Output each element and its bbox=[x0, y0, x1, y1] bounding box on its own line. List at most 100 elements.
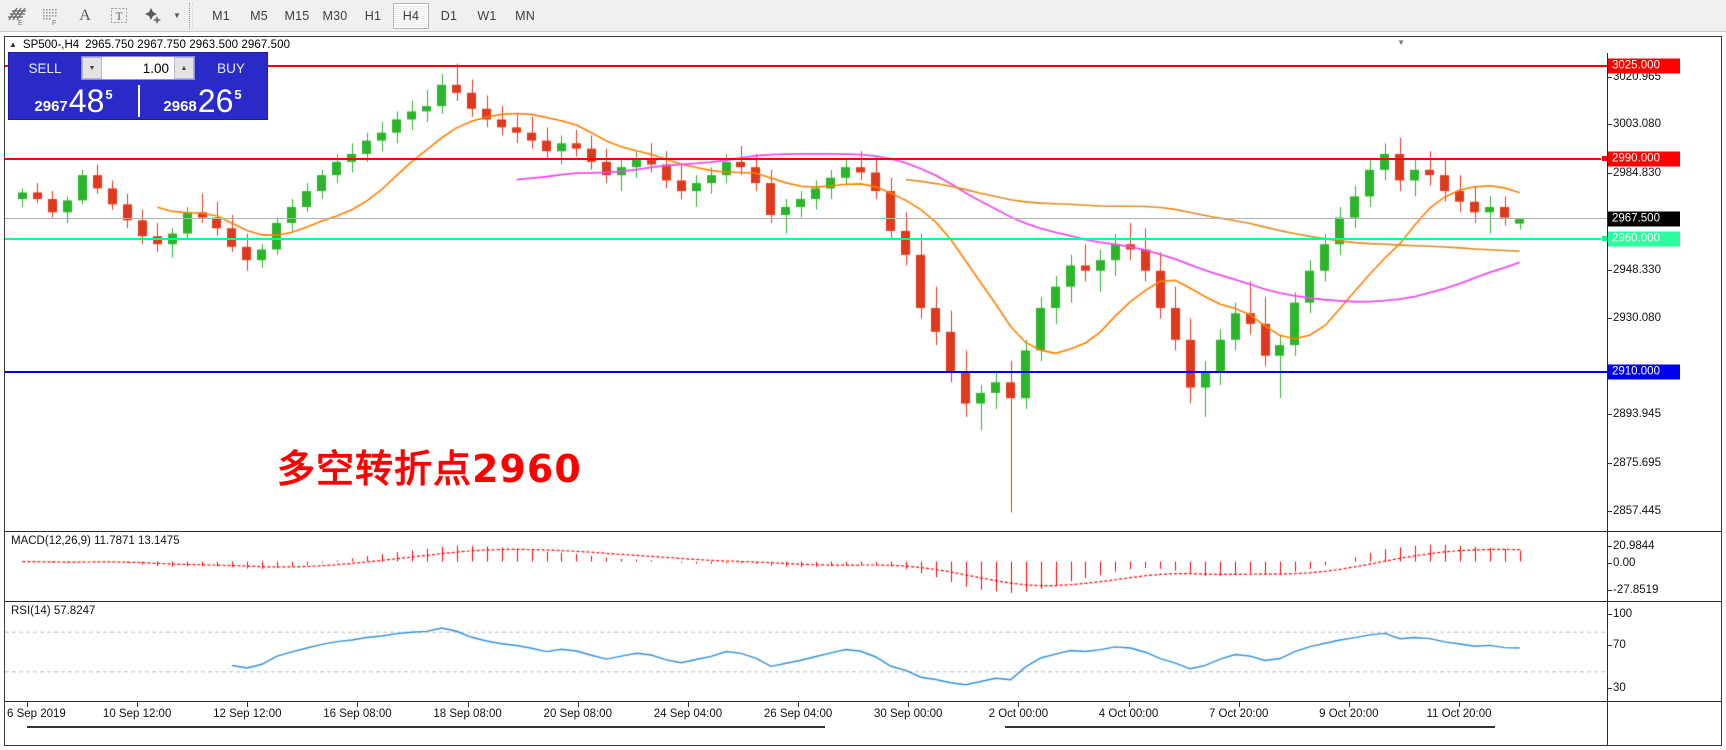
volume-increase-icon[interactable]: ▲ bbox=[174, 57, 194, 79]
macd-tick: 20.9844 bbox=[1608, 540, 1655, 552]
objects-dropdown-caret-icon[interactable]: ▼ bbox=[173, 11, 181, 20]
rsi-plot-area[interactable]: RSI(14) 57.8247 bbox=[5, 602, 1607, 701]
macd-label: MACD(12,26,9) 11.7871 13.1475 bbox=[11, 535, 180, 547]
time-tick-label: 2 Oct 00:00 bbox=[988, 708, 1049, 720]
rsi-label: RSI(14) 57.8247 bbox=[11, 605, 96, 617]
timeframe-m1[interactable]: M1 bbox=[212, 8, 230, 23]
level-line-2990[interactable] bbox=[5, 155, 1607, 163]
macd-plot-area[interactable]: MACD(12,26,9) 11.7871 13.1475 bbox=[5, 532, 1607, 601]
time-tick-label: 6 Sep 2019 bbox=[7, 708, 66, 720]
price-label-2990[interactable]: 2990.000 bbox=[1608, 151, 1680, 167]
time-tick-mark bbox=[1128, 702, 1130, 707]
chart-annotation-text[interactable]: 多空转折点2960 bbox=[277, 447, 582, 491]
objects-sparkle-icon[interactable] bbox=[136, 1, 170, 31]
macd-tick: -27.8519 bbox=[1607, 584, 1659, 596]
timeframe-h4[interactable]: H4 bbox=[393, 2, 429, 29]
macd-canvas bbox=[5, 532, 1607, 601]
svg-text:F: F bbox=[52, 20, 56, 26]
volume-decrease-icon[interactable]: ▼ bbox=[82, 57, 102, 79]
time-tick-mark bbox=[1238, 702, 1240, 707]
time-tick-label: 12 Sep 12:00 bbox=[213, 708, 282, 720]
rsi-canvas bbox=[5, 602, 1607, 701]
timeframe-mn[interactable]: MN bbox=[515, 8, 535, 23]
price-axis[interactable]: 3020.965 3003.080 2984.830 2948.330 2930… bbox=[1607, 53, 1721, 531]
time-axis-corner bbox=[1607, 702, 1721, 745]
time-tick-label: 16 Sep 08:00 bbox=[323, 708, 392, 720]
last-price-line bbox=[5, 217, 1607, 219]
time-tick-mark bbox=[1348, 702, 1350, 707]
volume-input[interactable]: 1.00 bbox=[142, 60, 169, 76]
price-tick: 2930.080 bbox=[1608, 312, 1661, 325]
price-label-3025[interactable]: 3025.000 bbox=[1608, 58, 1680, 74]
price-tick: 3020.965 bbox=[1608, 70, 1661, 83]
time-tick-label: 9 Oct 20:00 bbox=[1319, 708, 1379, 720]
time-tick-mark bbox=[467, 702, 469, 707]
level-line-2910[interactable] bbox=[5, 370, 1607, 373]
level-handle-2960[interactable] bbox=[1601, 234, 1607, 242]
timeframe-h1[interactable]: H1 bbox=[364, 8, 382, 23]
level-handle-2990[interactable] bbox=[1601, 155, 1607, 163]
sell-label[interactable]: SELL bbox=[28, 60, 62, 76]
chart-window: ▲ SP500-,H4 2965.750 2967.750 2963.500 2… bbox=[4, 36, 1722, 746]
chart-template-f-icon[interactable]: F bbox=[34, 1, 68, 31]
toolbar-separator bbox=[189, 2, 193, 29]
candlestick-canvas bbox=[5, 53, 1607, 531]
timeframe-w1[interactable]: W1 bbox=[477, 8, 497, 23]
chart-indicator-e-icon[interactable]: E bbox=[0, 1, 34, 31]
time-tick-mark bbox=[1018, 702, 1020, 707]
time-tick-mark bbox=[357, 702, 359, 707]
macd-tick: 0.00 bbox=[1607, 557, 1636, 569]
time-tick-label: 7 Oct 20:00 bbox=[1208, 708, 1269, 720]
time-tick-label: 11 Oct 20:00 bbox=[1426, 708, 1492, 720]
buy-button[interactable]: 2968 26 5 bbox=[138, 83, 267, 119]
chart-expand-icon[interactable]: ▲ bbox=[9, 40, 17, 49]
time-tick-mark bbox=[577, 702, 579, 707]
time-axis-underline bbox=[1005, 726, 1495, 728]
level-line-3025[interactable] bbox=[5, 65, 1607, 68]
timeframe-d1[interactable]: D1 bbox=[440, 8, 458, 23]
price-pane: 多空转折点2960 3020.965 3003.080 2984.830 294… bbox=[5, 53, 1721, 531]
time-tick-label: 26 Sep 04:00 bbox=[763, 708, 833, 720]
symbol-ohlc: 2965.750 2967.750 2963.500 2967.500 bbox=[85, 39, 291, 51]
sell-fraction: 5 bbox=[105, 87, 113, 102]
pane-collapse-icon[interactable]: ▼ bbox=[1397, 38, 1405, 47]
time-tick-mark bbox=[798, 702, 800, 707]
price-tick: 3003.080 bbox=[1608, 118, 1661, 131]
macd-axis: 20.9844 0.00 -27.8519 bbox=[1607, 532, 1721, 601]
time-tick-mark bbox=[27, 702, 28, 707]
price-label-2910[interactable]: 2910.000 bbox=[1608, 364, 1680, 380]
timeframe-m15[interactable]: M15 bbox=[284, 8, 310, 23]
macd-value-signal: 13.1475 bbox=[138, 535, 180, 547]
price-tick: 2875.695 bbox=[1608, 456, 1661, 469]
level-line-2960[interactable] bbox=[5, 234, 1607, 242]
buy-big-figure: 2968 bbox=[163, 98, 197, 115]
volume-stepper[interactable]: ▼ 1.00 ▲ bbox=[81, 56, 195, 80]
time-tick-mark bbox=[1459, 702, 1460, 707]
symbol-name: SP500-,H4 bbox=[22, 39, 80, 51]
rsi-tick: 100 bbox=[1607, 608, 1633, 620]
rsi-pane: RSI(14) 57.8247 100 70 30 bbox=[5, 601, 1721, 701]
price-label-2960[interactable]: 2960.000 bbox=[1608, 231, 1680, 247]
text-box-t-icon[interactable]: T bbox=[102, 1, 136, 31]
time-tick-label: 30 Sep 00:00 bbox=[874, 708, 943, 720]
timeframe-m5[interactable]: M5 bbox=[250, 8, 268, 23]
time-tick-label: 18 Sep 08:00 bbox=[433, 708, 502, 720]
timeframe-m30[interactable]: M30 bbox=[322, 8, 348, 23]
rsi-tick: 30 bbox=[1608, 682, 1626, 694]
time-axis-underline bbox=[27, 726, 825, 728]
time-tick-label: 20 Sep 08:00 bbox=[543, 708, 612, 720]
time-tick-mark bbox=[247, 702, 249, 707]
sell-button[interactable]: 2967 48 5 bbox=[9, 83, 138, 119]
price-plot-area[interactable]: 多空转折点2960 bbox=[5, 53, 1607, 531]
buy-fraction: 5 bbox=[234, 87, 242, 102]
time-tick-mark bbox=[687, 702, 689, 707]
text-label-a-icon[interactable]: A bbox=[79, 6, 91, 24]
time-axis[interactable]: 6 Sep 2019 10 Sep 12:00 12 Sep 12:00 16 Sep… bbox=[5, 701, 1721, 745]
macd-name: MACD(12,26,9) bbox=[11, 535, 91, 547]
buy-label[interactable]: BUY bbox=[217, 60, 245, 76]
svg-text:E: E bbox=[18, 20, 23, 26]
time-tick-mark bbox=[137, 702, 139, 707]
one-click-trading-prices: 2967 48 5 2968 26 5 bbox=[9, 83, 267, 119]
macd-pane: MACD(12,26,9) 11.7871 13.1475 20.9844 0.… bbox=[5, 531, 1721, 601]
